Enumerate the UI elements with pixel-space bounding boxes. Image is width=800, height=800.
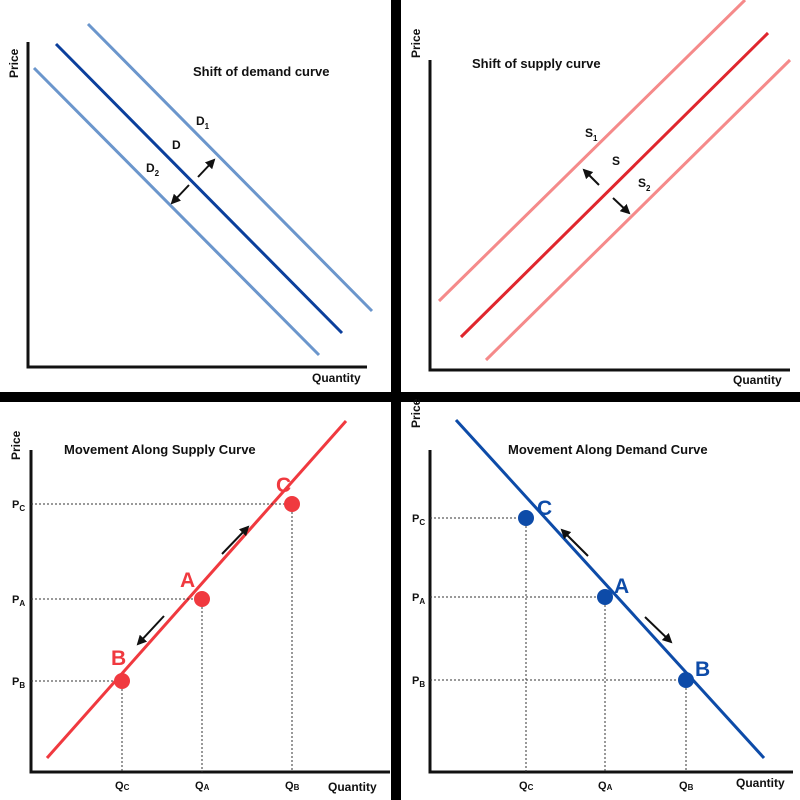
- price-tick-pb: PB: [412, 675, 425, 689]
- curve-label-d1: D1: [196, 114, 210, 131]
- demand-curve-d: [54, 42, 344, 335]
- point-b: [114, 673, 130, 689]
- supply-movement-chart: Price Quantity Movement Along Supply Cur…: [9, 420, 390, 794]
- price-tick-pa: PA: [412, 592, 425, 606]
- x-axis-label: Quantity: [328, 780, 377, 794]
- demand-curve: [454, 418, 766, 760]
- chart-title: Shift of supply curve: [472, 56, 601, 71]
- demand-shift-panel: [0, 0, 391, 392]
- qty-tick-qb: QB: [285, 780, 300, 792]
- chart-title: Shift of demand curve: [193, 64, 330, 79]
- y-axis: [29, 450, 390, 774]
- curve-label-s2: S2: [638, 176, 651, 193]
- supply-shift-chart: Price Quantity Shift of supply curve S1 …: [409, 0, 792, 387]
- qty-tick-qc: QC: [115, 780, 130, 792]
- point-a: [597, 589, 613, 605]
- y-axis: [26, 42, 367, 369]
- price-tick-pc: PC: [412, 513, 425, 527]
- supply-curve: [45, 420, 348, 759]
- shift-right-arrow: [197, 158, 216, 178]
- qty-tick-qa: QA: [195, 780, 210, 792]
- y-axis: [428, 450, 793, 774]
- curve-label-s: S: [612, 154, 620, 168]
- y-axis-label: Price: [409, 28, 423, 58]
- x-axis-label: Quantity: [733, 373, 782, 387]
- demand-curve-d1: [86, 22, 374, 313]
- move-down-arrow: [136, 615, 165, 646]
- point-label-c: C: [537, 497, 552, 520]
- move-down-arrow: [644, 616, 673, 644]
- point-label-a: A: [614, 575, 629, 598]
- curve-label-d: D: [172, 138, 181, 152]
- supply-curve-s1: [437, 0, 747, 303]
- move-up-arrow: [560, 528, 589, 557]
- shift-left-arrow: [582, 168, 600, 186]
- curve-label-s1: S1: [585, 126, 598, 143]
- qty-tick-qa: QA: [598, 780, 613, 792]
- curve-label-d2: D2: [146, 161, 160, 178]
- y-axis-label: Price: [9, 430, 23, 460]
- qty-tick-qc: QC: [519, 780, 534, 792]
- point-label-a: A: [180, 569, 195, 592]
- y-axis-label: Price: [409, 398, 423, 428]
- demand-shift-chart: Price Quantity Shift of demand curve D1 …: [7, 22, 374, 385]
- chart-title: Movement Along Supply Curve: [64, 442, 256, 457]
- shift-left-arrow: [170, 184, 190, 205]
- move-up-arrow: [221, 525, 250, 555]
- chart-title: Movement Along Demand Curve: [508, 442, 708, 457]
- y-axis: [428, 60, 790, 372]
- demand-curve-d2: [32, 66, 321, 357]
- point-label-b: B: [695, 658, 710, 681]
- point-b: [678, 672, 694, 688]
- point-a: [194, 591, 210, 607]
- y-axis-label: Price: [7, 48, 21, 78]
- point-label-c: C: [276, 474, 291, 497]
- price-tick-pc: PC: [12, 499, 25, 513]
- price-tick-pa: PA: [12, 594, 25, 608]
- demand-movement-chart: Price Quantity Movement Along Demand Cur…: [409, 398, 793, 792]
- x-axis-label: Quantity: [736, 776, 785, 790]
- supply-curve-s2: [484, 58, 792, 362]
- supply-curve-s: [459, 31, 770, 339]
- qty-tick-qb: QB: [679, 780, 694, 792]
- point-c: [518, 510, 534, 526]
- x-axis-label: Quantity: [312, 371, 361, 385]
- point-c: [284, 496, 300, 512]
- price-tick-pb: PB: [12, 676, 25, 690]
- shift-right-arrow: [612, 197, 631, 215]
- point-label-b: B: [111, 647, 126, 670]
